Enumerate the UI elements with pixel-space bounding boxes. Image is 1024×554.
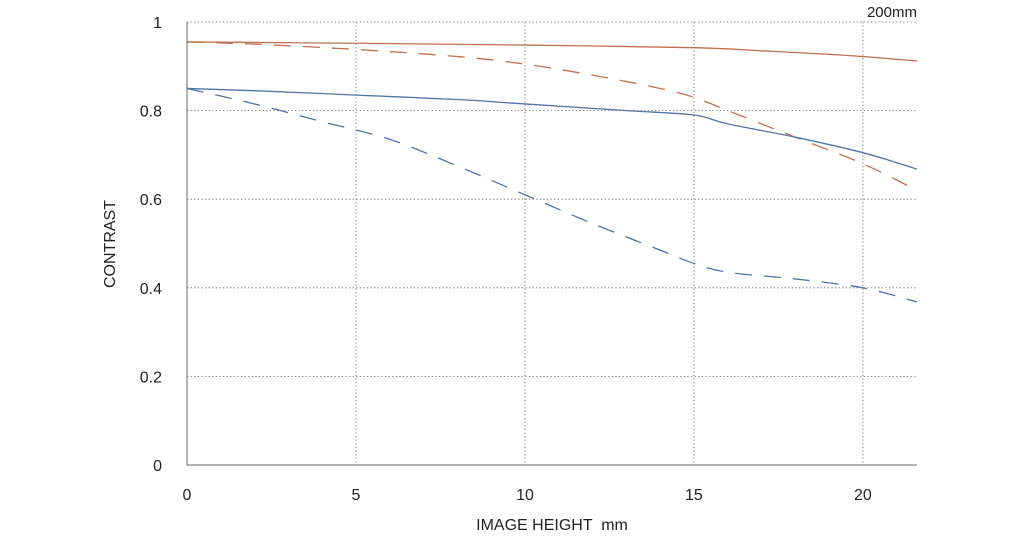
y-tick-label: 1 (153, 15, 162, 32)
x-tick-label: 20 (854, 487, 872, 504)
series-line-blue-dashed (186, 87, 918, 303)
x-tick-label: 15 (685, 487, 703, 504)
series-line-blue-solid (186, 87, 918, 170)
x-tick-label: 10 (516, 487, 534, 504)
series-line-red-dashed (186, 41, 918, 191)
y-tick-label: 0 (153, 458, 162, 475)
x-axis-title: IMAGE HEIGHT mm (476, 517, 628, 534)
series-group (186, 41, 918, 303)
x-tick-label: 0 (183, 487, 192, 504)
y-tick-label: 0.8 (140, 104, 162, 121)
y-tick-label: 0.6 (140, 192, 162, 209)
series-line-red-solid (186, 41, 918, 62)
grid (187, 21, 917, 465)
y-tick-label: 0.4 (140, 281, 162, 298)
axes (186, 22, 917, 466)
tick-labels: 00.20.40.60.810 5 10 15 20 (140, 15, 872, 504)
corner-label: 200mm (867, 4, 917, 21)
y-axis-title: CONTRAST (102, 200, 119, 288)
x-tick-label: 5 (352, 487, 361, 504)
y-tick-label: 0.2 (140, 369, 162, 386)
